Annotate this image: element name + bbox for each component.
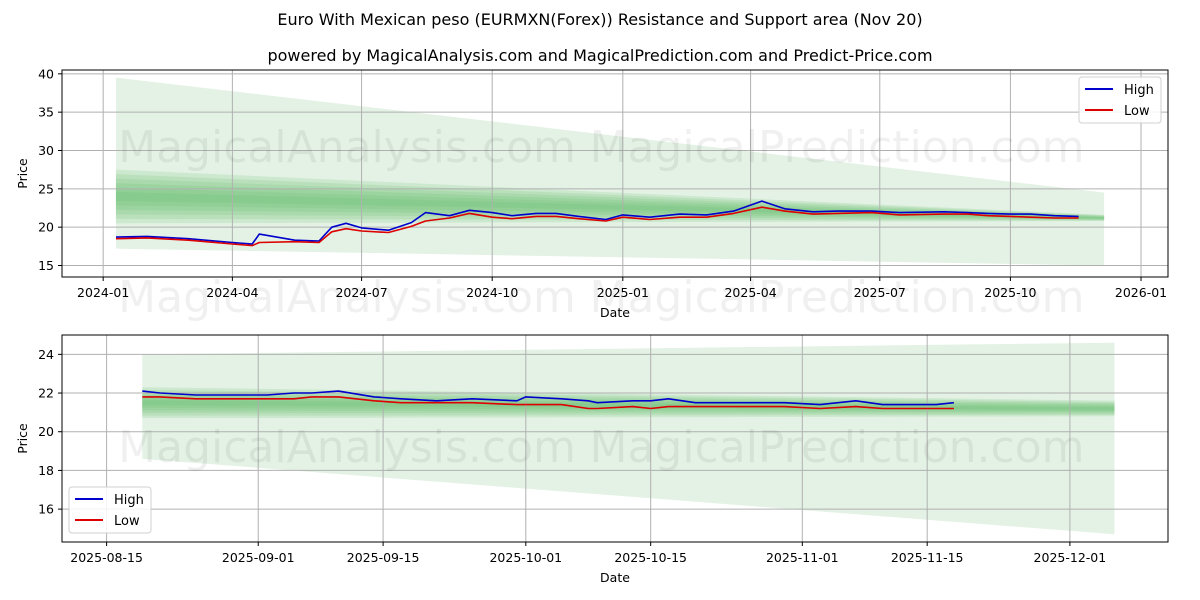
axes-frame: [61, 69, 1169, 278]
x-tick-label: 2025-12-01: [1034, 550, 1107, 565]
watermark: MagicalAnalysis.com: [118, 272, 576, 323]
series-line-low: [142, 396, 954, 410]
y-tick-label: 15: [38, 258, 54, 273]
axes-frame: [61, 334, 1169, 543]
x-tick-label: 2024-10: [466, 285, 518, 300]
legend-label-high: High: [1124, 83, 1154, 98]
watermark: MagicalPrediction.com: [590, 122, 1085, 173]
x-tick-label: 2025-08-15: [70, 550, 143, 565]
support-resistance-band: [142, 389, 1115, 416]
y-tick-label: 20: [38, 424, 54, 439]
support-resistance-band: [142, 387, 1115, 419]
series-line-high: [142, 390, 954, 406]
x-tick-label: 2024-01: [77, 285, 129, 300]
x-tick-label: 2025-09-15: [347, 550, 420, 565]
y-axis-label: Price: [15, 423, 30, 454]
watermark: MagicalPrediction.com: [590, 272, 1085, 323]
legend-label-high: High: [114, 493, 144, 508]
support-resistance-band: [115, 169, 1105, 224]
legend-label-low: Low: [114, 514, 140, 529]
watermark: MagicalPrediction.com: [590, 422, 1085, 473]
x-tick-label: 2025-07: [854, 285, 906, 300]
legend-label-low: Low: [1124, 104, 1150, 119]
y-tick-label: 35: [38, 105, 54, 120]
x-tick-label: 2025-10: [984, 285, 1036, 300]
chart-panel-2: 2025-08-15 2025-09-01 2025-09-15 2025-10-01…: [15, 334, 1169, 585]
x-tick-label: 2025-11-15: [891, 550, 964, 565]
x-axis-label: Date: [600, 305, 630, 320]
chart-title: Euro With Mexican peso (EURMXN(Forex)) R…: [277, 10, 923, 29]
watermark: MagicalAnalysis.com: [118, 122, 576, 173]
x-tick-label: 2025-01: [597, 285, 649, 300]
prediction-band-outer: [115, 77, 1105, 266]
y-tick-label: 40: [38, 66, 54, 81]
x-tick-label: 2024-07: [335, 285, 387, 300]
chart-panel-1: 2024-01 2024-04 2024-07 2024-10 2025-01 2025-…: [15, 66, 1169, 323]
watermark: MagicalAnalysis.com: [118, 422, 576, 473]
y-axis-label: Price: [15, 158, 30, 189]
y-tick-label: 30: [38, 143, 54, 158]
y-tick-label: 25: [38, 181, 54, 196]
y-tick-label: 18: [38, 463, 54, 478]
y-tick-label: 22: [38, 386, 54, 401]
x-axis-label: Date: [600, 570, 630, 585]
series-line-high: [115, 200, 1079, 245]
x-tick-label: 2025-11-01: [766, 550, 839, 565]
x-tick-label: 2026-01: [1115, 285, 1167, 300]
prediction-band-outer: [142, 342, 1115, 535]
series-line-low: [115, 206, 1079, 247]
x-tick-label: 2025-10-01: [489, 550, 562, 565]
x-tick-label: 2025-09-01: [222, 550, 295, 565]
x-tick-label: 2024-04: [206, 285, 258, 300]
x-tick-label: 2025-04: [724, 285, 776, 300]
legend: High Low: [1078, 76, 1162, 124]
x-tick-label: 2025-10-15: [614, 550, 687, 565]
y-tick-label: 20: [38, 220, 54, 235]
y-tick-label: 24: [38, 347, 54, 362]
support-resistance-band: [115, 174, 1105, 221]
legend: High Low: [68, 486, 152, 534]
chart-subtitle: powered by MagicalAnalysis.com and Magic…: [267, 46, 933, 65]
y-tick-label: 16: [38, 502, 54, 517]
